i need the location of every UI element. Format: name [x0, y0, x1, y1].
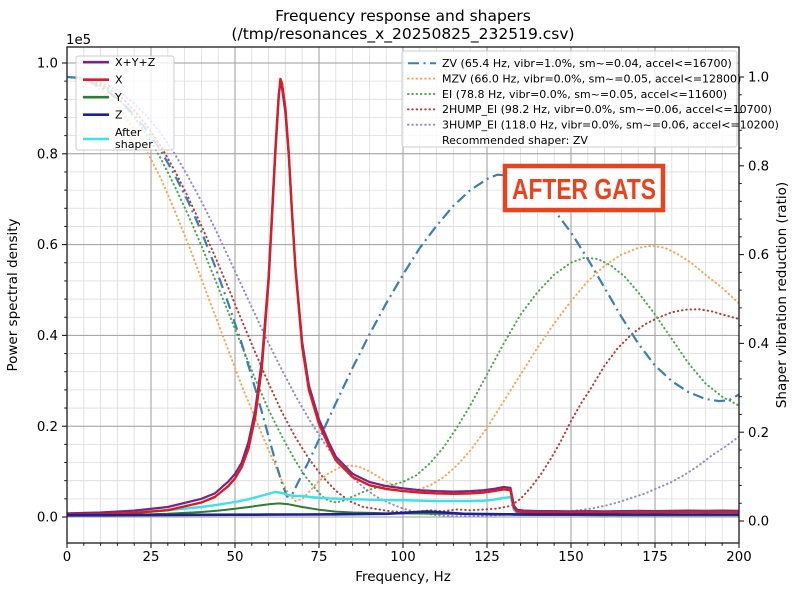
x-tick-label: 100 — [390, 550, 415, 565]
y-left-tick-label: 0.0 — [37, 511, 58, 526]
legend-psd-label: X — [115, 74, 123, 87]
after-gats-stamp-box — [502, 163, 666, 213]
series-group — [67, 75, 739, 518]
legend-recommended-shaper: Recommended shaper: ZV — [442, 134, 588, 147]
legend-shapers: ZV (65.4 Hz, vibr=1.0%, sm~=0.04, accel<… — [401, 50, 779, 148]
x-tick-label: 125 — [474, 550, 499, 565]
series-3hump-ei — [67, 76, 739, 518]
y-left-tick-label: 1.0 — [37, 57, 58, 72]
series-x — [67, 77, 739, 516]
series-z — [67, 510, 739, 517]
after-gats-stamp-text: AFTER GATS — [512, 174, 656, 206]
y-right-tick-label: 0.8 — [748, 159, 769, 174]
y-axis-label-right: Shaper vibration reduction (ratio) — [774, 182, 790, 408]
series-ei — [67, 76, 739, 504]
legend-psd-label: shaper — [115, 138, 153, 151]
legend-shapers-box — [401, 50, 738, 148]
legend-psd-label: Y — [114, 91, 122, 104]
legend-psd-label: Z — [115, 109, 123, 122]
y-left-tick-label: 0.2 — [37, 420, 58, 435]
series-zv — [67, 75, 739, 498]
y-right-tick-label: 0.6 — [748, 248, 769, 263]
series-2hump-ei — [67, 76, 739, 514]
y-right-tick-label: 0.0 — [748, 515, 769, 530]
y-right-tick-label: 1.0 — [748, 71, 769, 86]
y-axis-offset-label: 1e5 — [66, 33, 91, 48]
series-mzv — [67, 76, 739, 502]
y-axis-label-left: Power spectral density — [5, 218, 21, 371]
x-tick-label: 50 — [227, 550, 244, 565]
x-axis-label: Frequency, Hz — [355, 569, 451, 585]
x-tick-label: 75 — [311, 550, 328, 565]
legend-psd-label: X+Y+Z — [115, 56, 156, 69]
legend-shaper-label: 2HUMP_EI (98.2 Hz, vibr=0.0%, sm~=0.06, … — [442, 103, 772, 116]
y-right-tick-label: 0.4 — [748, 337, 769, 352]
legend-shaper-label: 3HUMP_EI (118.0 Hz, vibr=0.0%, sm~=0.06,… — [442, 119, 779, 132]
x-tick-label: 25 — [143, 550, 160, 565]
legend-shaper-label: MZV (66.0 Hz, vibr=0.0%, sm~=0.05, accel… — [442, 72, 741, 85]
x-tick-label: 0 — [63, 550, 71, 565]
axes-ticks: 0 25 50 75 100 125 150 175 200 0.0 0.0 0.2 0.2 0.4 0.4… — [37, 33, 769, 565]
x-tick-label: 200 — [726, 550, 751, 565]
y-right-tick-label: 0.2 — [748, 426, 769, 441]
after-gats-stamp: AFTER GATS — [502, 163, 666, 213]
y-left-tick-label: 0.6 — [37, 238, 58, 253]
chart-subtitle: (/tmp/resonances_x_20250825_232519.csv) — [231, 25, 574, 44]
x-tick-label: 150 — [558, 550, 583, 565]
x-tick-label: 175 — [642, 550, 667, 565]
legend-shaper-label: EI (78.8 Hz, vibr=0.0%, sm~=0.05, accel<… — [442, 88, 727, 101]
y-left-tick-label: 0.8 — [37, 147, 58, 162]
legend-shaper-label: ZV (65.4 Hz, vibr=1.0%, sm~=0.04, accel<… — [442, 57, 732, 70]
chart-title: Frequency response and shapers — [275, 7, 531, 25]
y-left-tick-label: 0.4 — [37, 329, 58, 344]
legend-psd-label: After — [115, 126, 142, 139]
